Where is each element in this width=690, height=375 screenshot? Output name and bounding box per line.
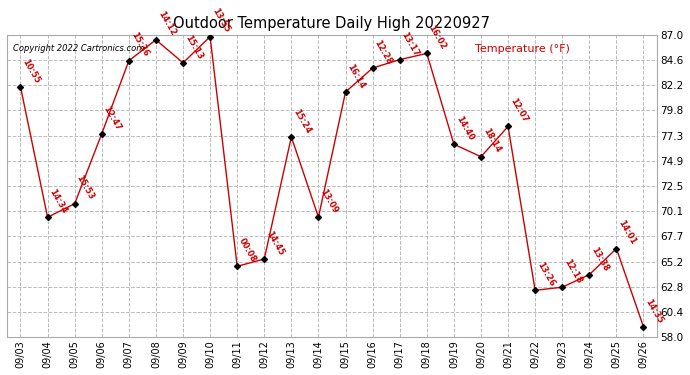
Text: 12:18: 12:18	[562, 257, 583, 285]
Text: 15:24: 15:24	[291, 107, 313, 135]
Text: 13:17: 13:17	[400, 30, 421, 58]
Text: 12:07: 12:07	[508, 97, 529, 124]
Text: 14:40: 14:40	[454, 114, 475, 142]
Text: 10:55: 10:55	[21, 57, 41, 85]
Text: 14:12: 14:12	[156, 10, 177, 38]
Text: 14:01: 14:01	[616, 219, 638, 246]
Text: 15:53: 15:53	[75, 174, 96, 202]
Text: 13:09: 13:09	[319, 188, 339, 215]
Text: 15:36: 15:36	[129, 31, 150, 58]
Text: 14:34: 14:34	[48, 188, 69, 215]
Text: Temperature (°F): Temperature (°F)	[475, 44, 570, 54]
Text: 16:02: 16:02	[427, 24, 448, 51]
Text: 14:45: 14:45	[264, 229, 286, 257]
Text: 00:08: 00:08	[237, 237, 258, 264]
Text: 13:26: 13:26	[535, 261, 556, 288]
Text: 12:28: 12:28	[373, 38, 394, 66]
Text: 15:13: 15:13	[183, 33, 204, 61]
Text: Copyright 2022 Cartronics.com: Copyright 2022 Cartronics.com	[13, 44, 145, 53]
Text: 18:14: 18:14	[481, 127, 502, 154]
Text: 14:35: 14:35	[644, 297, 664, 325]
Text: 12:47: 12:47	[101, 104, 123, 132]
Title: Outdoor Temperature Daily High 20220927: Outdoor Temperature Daily High 20220927	[173, 16, 491, 31]
Text: 16:14: 16:14	[346, 62, 367, 90]
Text: 13:55: 13:55	[210, 7, 231, 34]
Text: 13:38: 13:38	[589, 245, 611, 273]
